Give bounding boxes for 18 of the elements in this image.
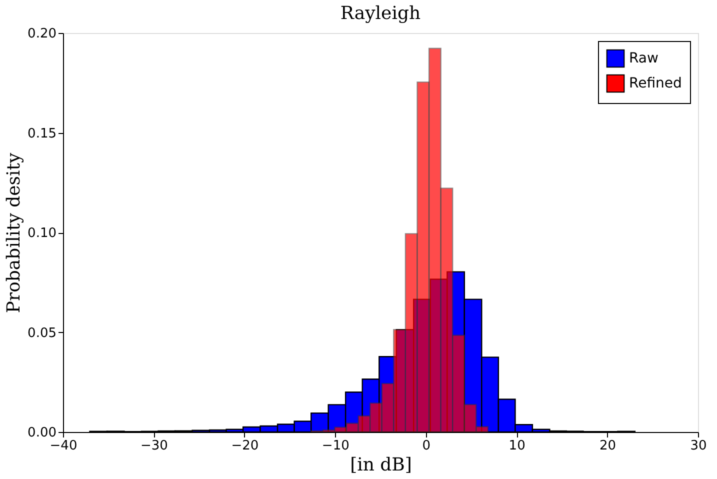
legend-label: Raw [629,50,658,66]
x-tick-label: −30 [140,438,168,454]
x-axis-title: [in dB] [350,454,412,476]
x-tick-label: 20 [600,438,616,454]
y-tick-label: 0.20 [28,26,56,42]
chart-title: Rayleigh [340,3,421,24]
y-tick-label: 0.10 [28,226,56,241]
y-tick-label: 0.05 [28,326,56,341]
x-tick-label: −20 [231,438,259,454]
x-tick-label: 10 [508,438,526,454]
legend-label: Refined [629,76,682,92]
x-tick-label: 30 [690,438,707,454]
x-tick-label: −40 [50,438,78,454]
y-tick-label: 0.15 [28,126,56,142]
y-axis-title: Probability desity [4,152,25,314]
x-tick-label: −10 [322,438,350,454]
x-tick-label: 0 [422,438,430,454]
y-tick-label: 0.00 [28,426,56,440]
